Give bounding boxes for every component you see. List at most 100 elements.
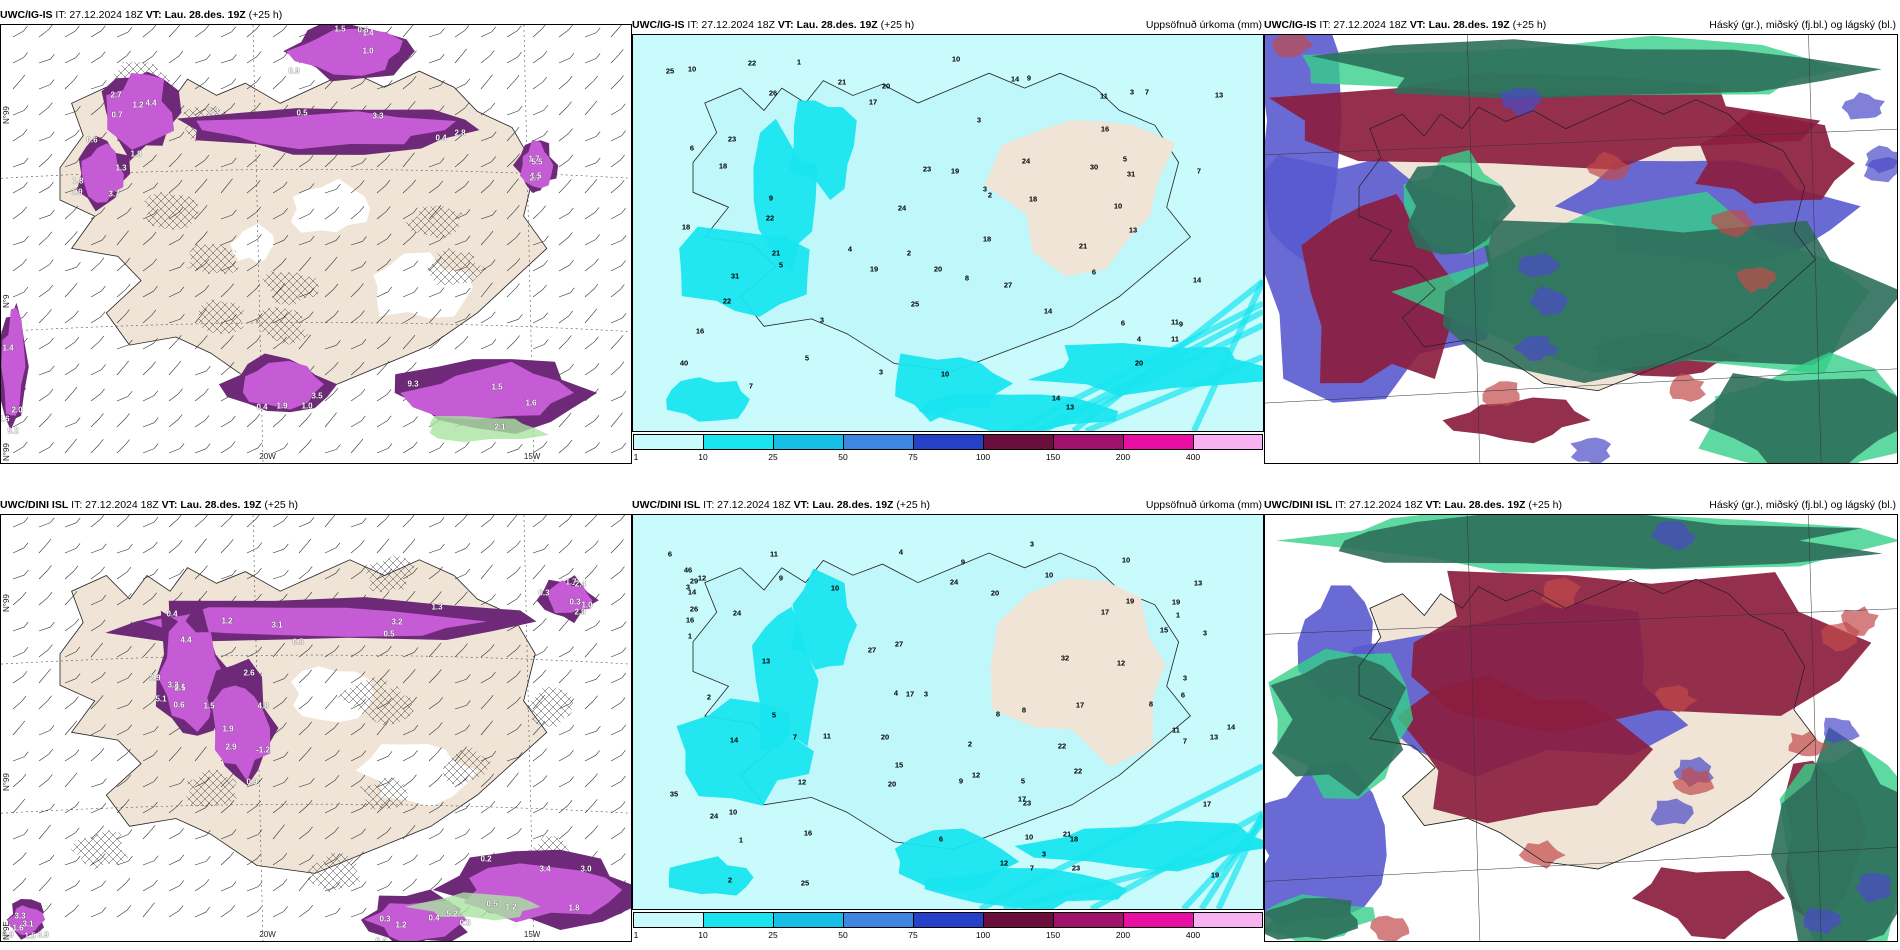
map-value-label: 14 <box>729 735 739 745</box>
map-value-label: 0.4 <box>166 609 178 619</box>
map-value-label: 1.7 <box>565 577 577 587</box>
map-value-label: 3 <box>1041 849 1047 859</box>
valid-label: VT: <box>777 19 794 31</box>
map-value-label: 3 <box>878 367 884 377</box>
colorbar-tick-label: 100 <box>975 452 991 462</box>
map-value-label: 1.6 <box>12 923 24 933</box>
map-value-label: 14 <box>1051 393 1061 403</box>
map-value-label: 21 <box>837 77 847 87</box>
panel-wind-igis: UWC/IG-IS IT: 27.12.2024 18Z VT: Lau. 28… <box>0 8 632 464</box>
map-value-label: 15 <box>1159 625 1169 635</box>
map-value-label: 22 <box>747 58 757 68</box>
map-value-label: 30 <box>1089 162 1099 172</box>
map-value-label: 20 <box>881 81 891 91</box>
colorbar-swatch <box>1193 912 1263 928</box>
map-value-label: 0.6 <box>86 135 98 145</box>
map-value-label: 6 <box>1091 267 1097 277</box>
map-value-label: 24 <box>897 203 907 213</box>
valid-label: VT: <box>145 9 162 21</box>
map-value-label: 0.5 <box>383 629 395 639</box>
map-value-label: 12 <box>971 770 981 780</box>
map-value-label: 2.1 <box>494 422 506 432</box>
map-value-label: 22 <box>722 296 732 306</box>
map-value-label: 0.5 <box>486 899 498 909</box>
lead-time: (+25 h) <box>1528 499 1562 511</box>
map-value-label: 1 <box>796 57 802 67</box>
latitude-label: N°99 <box>2 443 11 462</box>
map-value-label: 5 <box>1122 154 1128 164</box>
map-value-label: 2.9 <box>149 673 161 683</box>
field-description: Uppsöfnuð úrkoma (mm) <box>1145 499 1262 511</box>
colorbar-swatch <box>983 912 1053 928</box>
map-value-label: 4.4 <box>145 98 157 108</box>
map-value-label: 0.5 <box>296 108 308 118</box>
map-value-label: 19 <box>869 264 879 274</box>
colorbar-outline <box>633 912 1263 928</box>
map-value-label: 11 <box>1171 334 1179 344</box>
map-value-label: 3.1 <box>174 682 186 692</box>
map-frame: 0.6 0.5 1.2 1.9 2.7 0.4 1.6 1.4 0.9 1.3 2.7 1.8 1.7 1… <box>0 24 632 464</box>
colorbar-tick-label: 400 <box>1185 452 1201 462</box>
lead-time: (+25 h) <box>264 499 298 511</box>
map-value-label: 3 <box>1182 673 1188 683</box>
panel-title: UWC/IG-IS IT: 27.12.2024 18Z VT: Lau. 28… <box>632 18 1264 36</box>
colorbar-swatch <box>1053 434 1123 450</box>
panel-cloud-dini: UWC/DINI ISL IT: 27.12.2024 18Z VT: Lau.… <box>1264 498 1898 942</box>
map-value-label: 16 <box>685 615 695 625</box>
map-value-label: 9 <box>1178 319 1184 329</box>
map-value-label: 8 <box>1148 699 1154 709</box>
map-value-label: 1.4 <box>362 28 374 38</box>
longitude-label: 20W <box>259 452 276 461</box>
panel-precip-dini: UWC/DINI ISL IT: 27.12.2024 18Z VT: Lau.… <box>632 498 1264 942</box>
map-value-label: 12 <box>797 777 807 787</box>
map-value-label: 8 <box>1021 705 1027 715</box>
colorbar-swatch <box>773 912 843 928</box>
map-value-label: 10 <box>687 64 697 74</box>
map-value-label: 9.3 <box>407 379 419 389</box>
map-value-label: 46 <box>683 565 693 575</box>
map-value-label: 26 <box>768 88 778 98</box>
map-value-label: 20 <box>1134 358 1144 368</box>
map-value-label: 25 <box>910 299 920 309</box>
map-value-label: 11 <box>770 549 778 559</box>
map-value-label: 1.0 <box>301 401 313 411</box>
map-value-label: 6 <box>1120 318 1126 328</box>
map-value-label: 7 <box>748 381 754 391</box>
map-value-label: 6 <box>1180 690 1186 700</box>
colorbar-swatch <box>1053 912 1123 928</box>
panel-title: UWC/IG-IS IT: 27.12.2024 18Z VT: Lau. 28… <box>0 8 632 26</box>
map-value-label: 22 <box>765 213 775 223</box>
model-name: UWC/IG-IS <box>0 9 53 21</box>
map-value-label: 0.7 <box>111 110 123 120</box>
latitude-label: N°99 <box>2 593 11 612</box>
map-value-label: 2.9 <box>574 607 586 617</box>
map-value-label: 23 <box>727 134 737 144</box>
map-value-label: 18 <box>681 222 691 232</box>
map-value-label: 0.6 <box>357 25 369 35</box>
map-value-label: 24 <box>709 811 719 821</box>
field-description: Uppsöfnuð úrkoma (mm) <box>1145 19 1262 31</box>
map-value-label: 18 <box>1028 194 1038 204</box>
map-value-label: 1.5 <box>203 701 215 711</box>
colorbar-swatch <box>1123 434 1193 450</box>
map-value-label: 25 <box>665 66 675 76</box>
map-value-label: 17 <box>1100 607 1110 617</box>
colorbar-tick-label: 75 <box>908 452 918 462</box>
map-value-label: 10 <box>830 583 840 593</box>
map-value-label: 4 <box>898 547 904 557</box>
map-value-label: 1.9 <box>276 401 288 411</box>
lead-time: (+25 h) <box>1512 19 1547 31</box>
map-value-label: 0.3 <box>538 588 550 598</box>
map-value-label: 9 <box>958 776 964 786</box>
model-name: UWC/IG-IS <box>1264 19 1317 31</box>
map-value-label: 2 <box>906 248 912 258</box>
panel-title: UWC/DINI ISL IT: 27.12.2024 18Z VT: Lau.… <box>632 498 1264 516</box>
valid-label: VT: <box>793 499 810 511</box>
map-value-label: 12 <box>999 858 1009 868</box>
model-name: UWC/DINI ISL <box>1264 499 1333 511</box>
map-value-label: 18 <box>718 161 728 171</box>
panel-title: UWC/DINI ISL IT: 27.12.2024 18Z VT: Lau.… <box>0 498 632 516</box>
map-value-label: 0.4 <box>375 936 387 942</box>
map-value-label: 18 <box>1069 834 1079 844</box>
map-value-label: 20 <box>990 588 1000 598</box>
